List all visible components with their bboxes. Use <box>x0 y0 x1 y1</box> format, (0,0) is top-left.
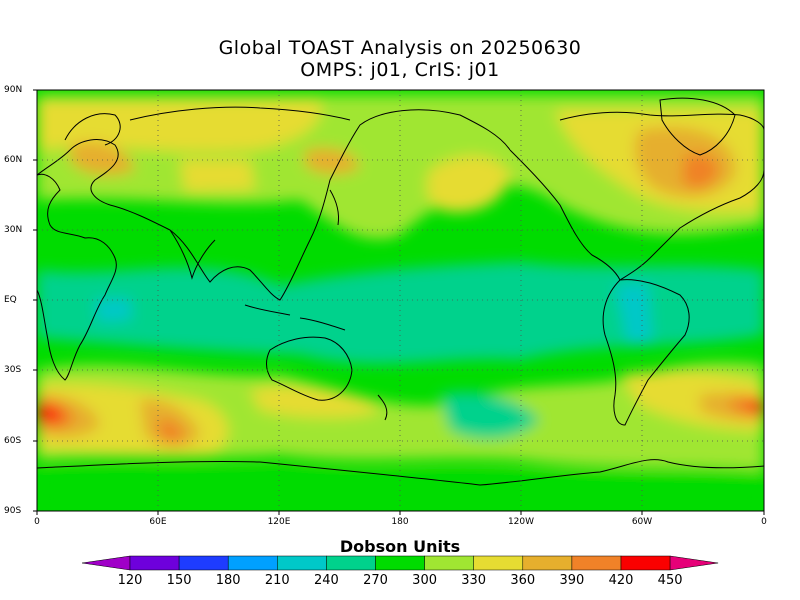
lat-label-30n: 30N <box>4 225 23 235</box>
ozone-region-europe-390 <box>70 141 135 176</box>
colorbar-level-label: 150 <box>166 573 192 588</box>
coast-indonesia <box>244 304 346 331</box>
coastlines <box>37 97 764 486</box>
coast-new-zealand <box>377 394 388 421</box>
lat-label-60s: 60S <box>4 436 22 446</box>
ozone-region-north-atlantic <box>37 100 322 152</box>
colorbar-segment <box>375 555 425 571</box>
colorbar-level-label: 390 <box>559 573 585 588</box>
lat-label-eq: EQ <box>4 295 17 305</box>
colorbar-level-label: 180 <box>215 573 241 588</box>
colorbar-level-label: 300 <box>412 573 437 588</box>
colorbar-level-label: 210 <box>264 573 290 588</box>
graticule <box>37 90 764 511</box>
colorbar-segment <box>620 555 671 571</box>
ozone-region-hudson-420 <box>682 153 719 189</box>
lon-label-180: 180 <box>391 517 409 527</box>
lat-label-90n: 90N <box>4 85 23 95</box>
map-title-line-2: OMPS: j01, CrIS: j01 <box>300 59 500 81</box>
coast-arctic-asia <box>129 106 351 121</box>
colorbar-segment-below-min <box>81 555 131 571</box>
colorbar-level-label: 420 <box>608 573 634 588</box>
coast-scandinavia <box>64 113 121 146</box>
ozone-region-indian-ocean <box>95 298 132 322</box>
coast-north-america <box>509 149 764 281</box>
coast-japan <box>329 189 339 226</box>
lon-label-0-west: 0 <box>34 517 40 527</box>
colorbar-level-label: 450 <box>657 573 683 588</box>
colorbar-level-label: 360 <box>510 573 536 588</box>
lon-label-60e: 60E <box>149 517 167 527</box>
colorbar-segment <box>522 555 573 571</box>
coast-asia <box>109 109 511 301</box>
ozone-region-peak-atlantic <box>37 404 64 422</box>
colorbar-level-label: 240 <box>313 573 339 588</box>
coast-india <box>169 229 216 280</box>
ozone-region-north-pacific <box>427 155 510 213</box>
colorbar-segment <box>473 555 524 571</box>
coast-greenland <box>659 97 736 156</box>
lon-label-120e: 120E <box>267 517 291 527</box>
colorbar-segment <box>277 555 327 571</box>
colorbar-segment <box>571 555 622 571</box>
colorbar-segment <box>326 555 376 571</box>
colorbar-level-label: 330 <box>461 573 487 588</box>
colorbar-segment-above-max <box>669 555 719 571</box>
coast-europe <box>37 139 119 206</box>
ozone-region-peak-pacific <box>748 399 764 413</box>
lon-label-0-east: 0 <box>761 517 767 527</box>
colorbar-segment <box>424 555 474 571</box>
lon-label-120w: 120W <box>507 517 535 527</box>
coast-south-america <box>602 279 690 426</box>
map-title-line-1: Global TOAST Analysis on 20250630 <box>218 37 582 59</box>
ozone-region-south-indian-420 <box>158 419 184 443</box>
lat-label-30s: 30S <box>4 365 22 375</box>
ozone-region-east-asia-390 <box>305 148 360 175</box>
ozone-region-siberia <box>180 160 255 192</box>
ozone-region-south-indian-360 <box>250 386 380 418</box>
coast-australia <box>266 336 353 401</box>
coast-antarctica <box>37 459 764 486</box>
coast-africa <box>37 173 117 381</box>
colorbar-level-label: 270 <box>363 573 388 588</box>
ozone-region-southern-ocean <box>440 391 540 439</box>
colorbar-units-label: Dobson Units <box>339 537 461 556</box>
lon-label-60w: 60W <box>631 517 653 527</box>
ozone-region-tropics <box>37 262 764 365</box>
ozone-region-antarctic <box>37 470 764 511</box>
axis-ticks <box>33 89 765 515</box>
coast-canada-arctic <box>559 111 764 131</box>
colorbar-segment <box>227 555 278 571</box>
lat-label-60n: 60N <box>4 155 23 165</box>
lat-label-90s: 90S <box>4 506 22 516</box>
colorbar-segment <box>129 555 180 571</box>
colorbar-level-label: 120 <box>117 573 143 588</box>
ozone-region-south-america <box>615 283 652 345</box>
colorbar-segment <box>178 555 229 571</box>
